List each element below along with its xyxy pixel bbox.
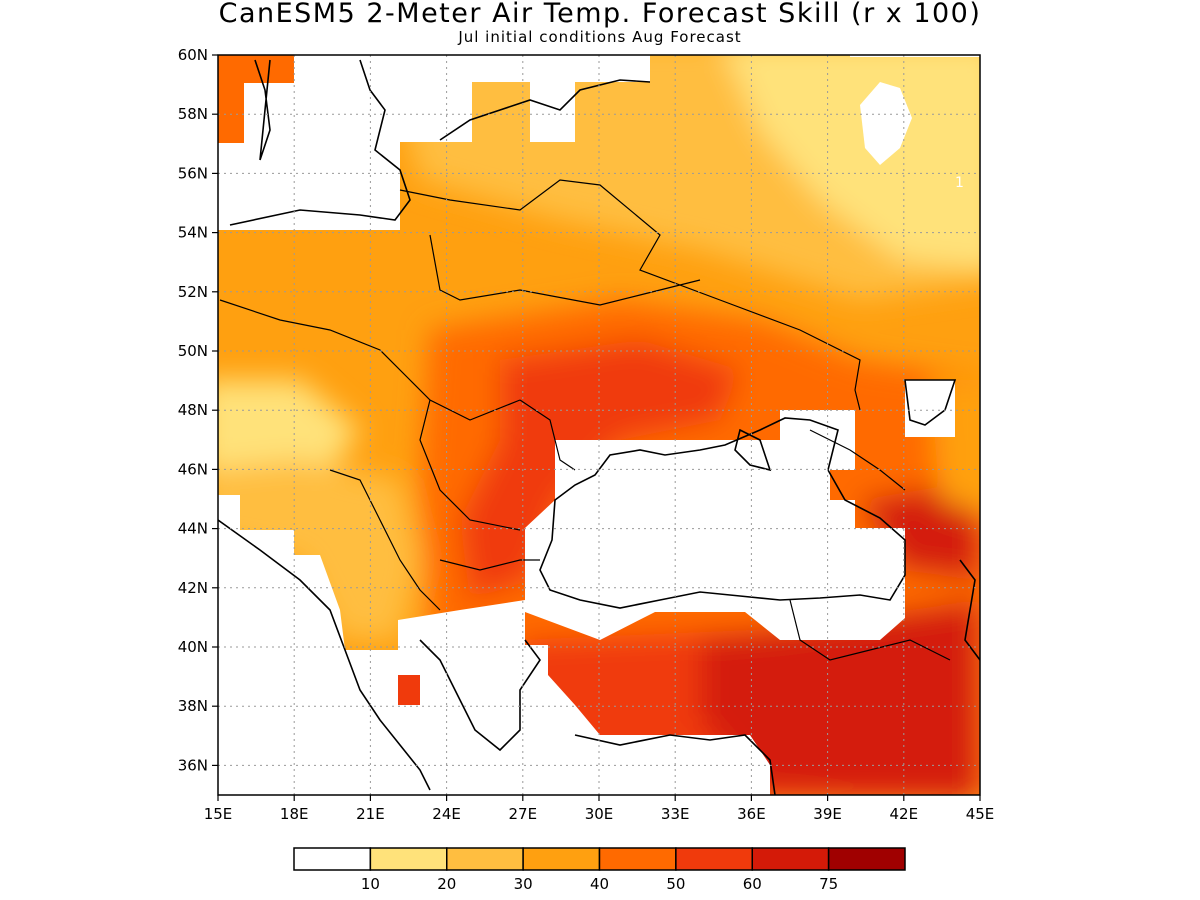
- field-60-75-east: [700, 600, 980, 795]
- colorbar-label: 40: [590, 875, 609, 893]
- field-60-75-caucasus: [860, 480, 980, 580]
- lon-tick-label: 39E: [813, 805, 842, 823]
- lon-ticks: 15E 18E 21E 24E 27E 30E 33E 36E 39E 42E 45E: [204, 795, 995, 823]
- lon-tick-label: 33E: [661, 805, 690, 823]
- isolated-label: 1: [955, 175, 964, 191]
- lon-tick-label: 27E: [509, 805, 538, 823]
- caspian-north: [904, 379, 957, 426]
- chart-title: CanESM5 2-Meter Air Temp. Forecast Skill…: [218, 0, 982, 29]
- coastlines: [218, 59, 980, 795]
- bulgaria-border: [439, 559, 540, 571]
- lat-tick-label: 42N: [178, 579, 208, 597]
- lat-tick-label: 54N: [178, 224, 208, 242]
- crimea: [734, 428, 772, 472]
- central-europe-border: [219, 299, 521, 421]
- colorbar-swatch: [446, 847, 524, 871]
- lat-tick-label: 46N: [178, 460, 208, 478]
- field-20-30-balkans: [218, 460, 420, 640]
- chart-subtitle: Jul initial conditions Aug Forecast: [458, 28, 742, 46]
- adriatic-coast: [218, 519, 431, 791]
- lat-ticks: 60N 58N 56N 54N 52N 50N 48N 46N 44N 42N 40N 38N 36N: [178, 46, 218, 774]
- colorbar-label: 20: [437, 875, 456, 893]
- lat-tick-label: 48N: [178, 401, 208, 419]
- colorbar-swatch: [598, 847, 677, 871]
- lat-tick-label: 58N: [178, 105, 208, 123]
- lon-tick-label: 45E: [966, 805, 995, 823]
- lat-tick-label: 36N: [178, 756, 208, 774]
- lon-tick-label: 24E: [432, 805, 461, 823]
- serbia-border: [329, 469, 441, 611]
- black-sea-coast: [539, 417, 906, 609]
- lat-tick-label: 40N: [178, 638, 208, 656]
- lon-tick-label: 18E: [280, 805, 309, 823]
- romania-border: [419, 399, 521, 531]
- colorbar-swatch: [293, 847, 372, 871]
- baltic-coast: [229, 59, 411, 226]
- colorbar-label: 60: [743, 875, 762, 893]
- colorbar-swatch: [522, 847, 601, 871]
- lat-tick-label: 52N: [178, 283, 208, 301]
- colorbar-labels: 10 20 30 40 50 60 75: [361, 875, 838, 893]
- lon-tick-label: 36E: [737, 805, 766, 823]
- belarus-russia-border: [399, 179, 861, 411]
- turkey-georgia-border: [789, 599, 951, 661]
- colorbar: [293, 847, 906, 871]
- borders: [219, 179, 951, 661]
- masked-areas: [218, 55, 980, 795]
- grid-lines: [218, 55, 980, 795]
- lat-tick-label: 60N: [178, 46, 208, 64]
- caspian-west: [959, 559, 980, 661]
- colorbar-swatch: [369, 847, 448, 871]
- colorbar-swatch: [751, 847, 830, 871]
- lon-tick-label: 15E: [204, 805, 233, 823]
- moldova-border: [519, 399, 576, 471]
- anatolia-south-coast: [574, 734, 776, 795]
- lon-tick-label: 42E: [890, 805, 919, 823]
- sweden-coast: [254, 59, 271, 161]
- lat-tick-label: 44N: [178, 520, 208, 538]
- skill-field: 1: [218, 55, 980, 795]
- gulf-of-finland: [439, 79, 651, 141]
- colorbar-label: 10: [361, 875, 380, 893]
- lon-tick-label: 30E: [585, 805, 614, 823]
- colorbar-label: 50: [666, 875, 685, 893]
- lat-tick-label: 38N: [178, 697, 208, 715]
- belarus-ukraine-border: [429, 234, 701, 306]
- field-10-20-ne: [726, 55, 980, 268]
- colorbar-swatch: [675, 847, 753, 871]
- lat-tick-label: 56N: [178, 164, 208, 182]
- colorbar-swatch: [827, 847, 906, 871]
- lat-tick-label: 50N: [178, 342, 208, 360]
- colorbar-label: 30: [514, 875, 533, 893]
- russia-caucasus-border: [809, 429, 906, 491]
- lon-tick-label: 21E: [356, 805, 385, 823]
- colorbar-label: 75: [819, 875, 838, 893]
